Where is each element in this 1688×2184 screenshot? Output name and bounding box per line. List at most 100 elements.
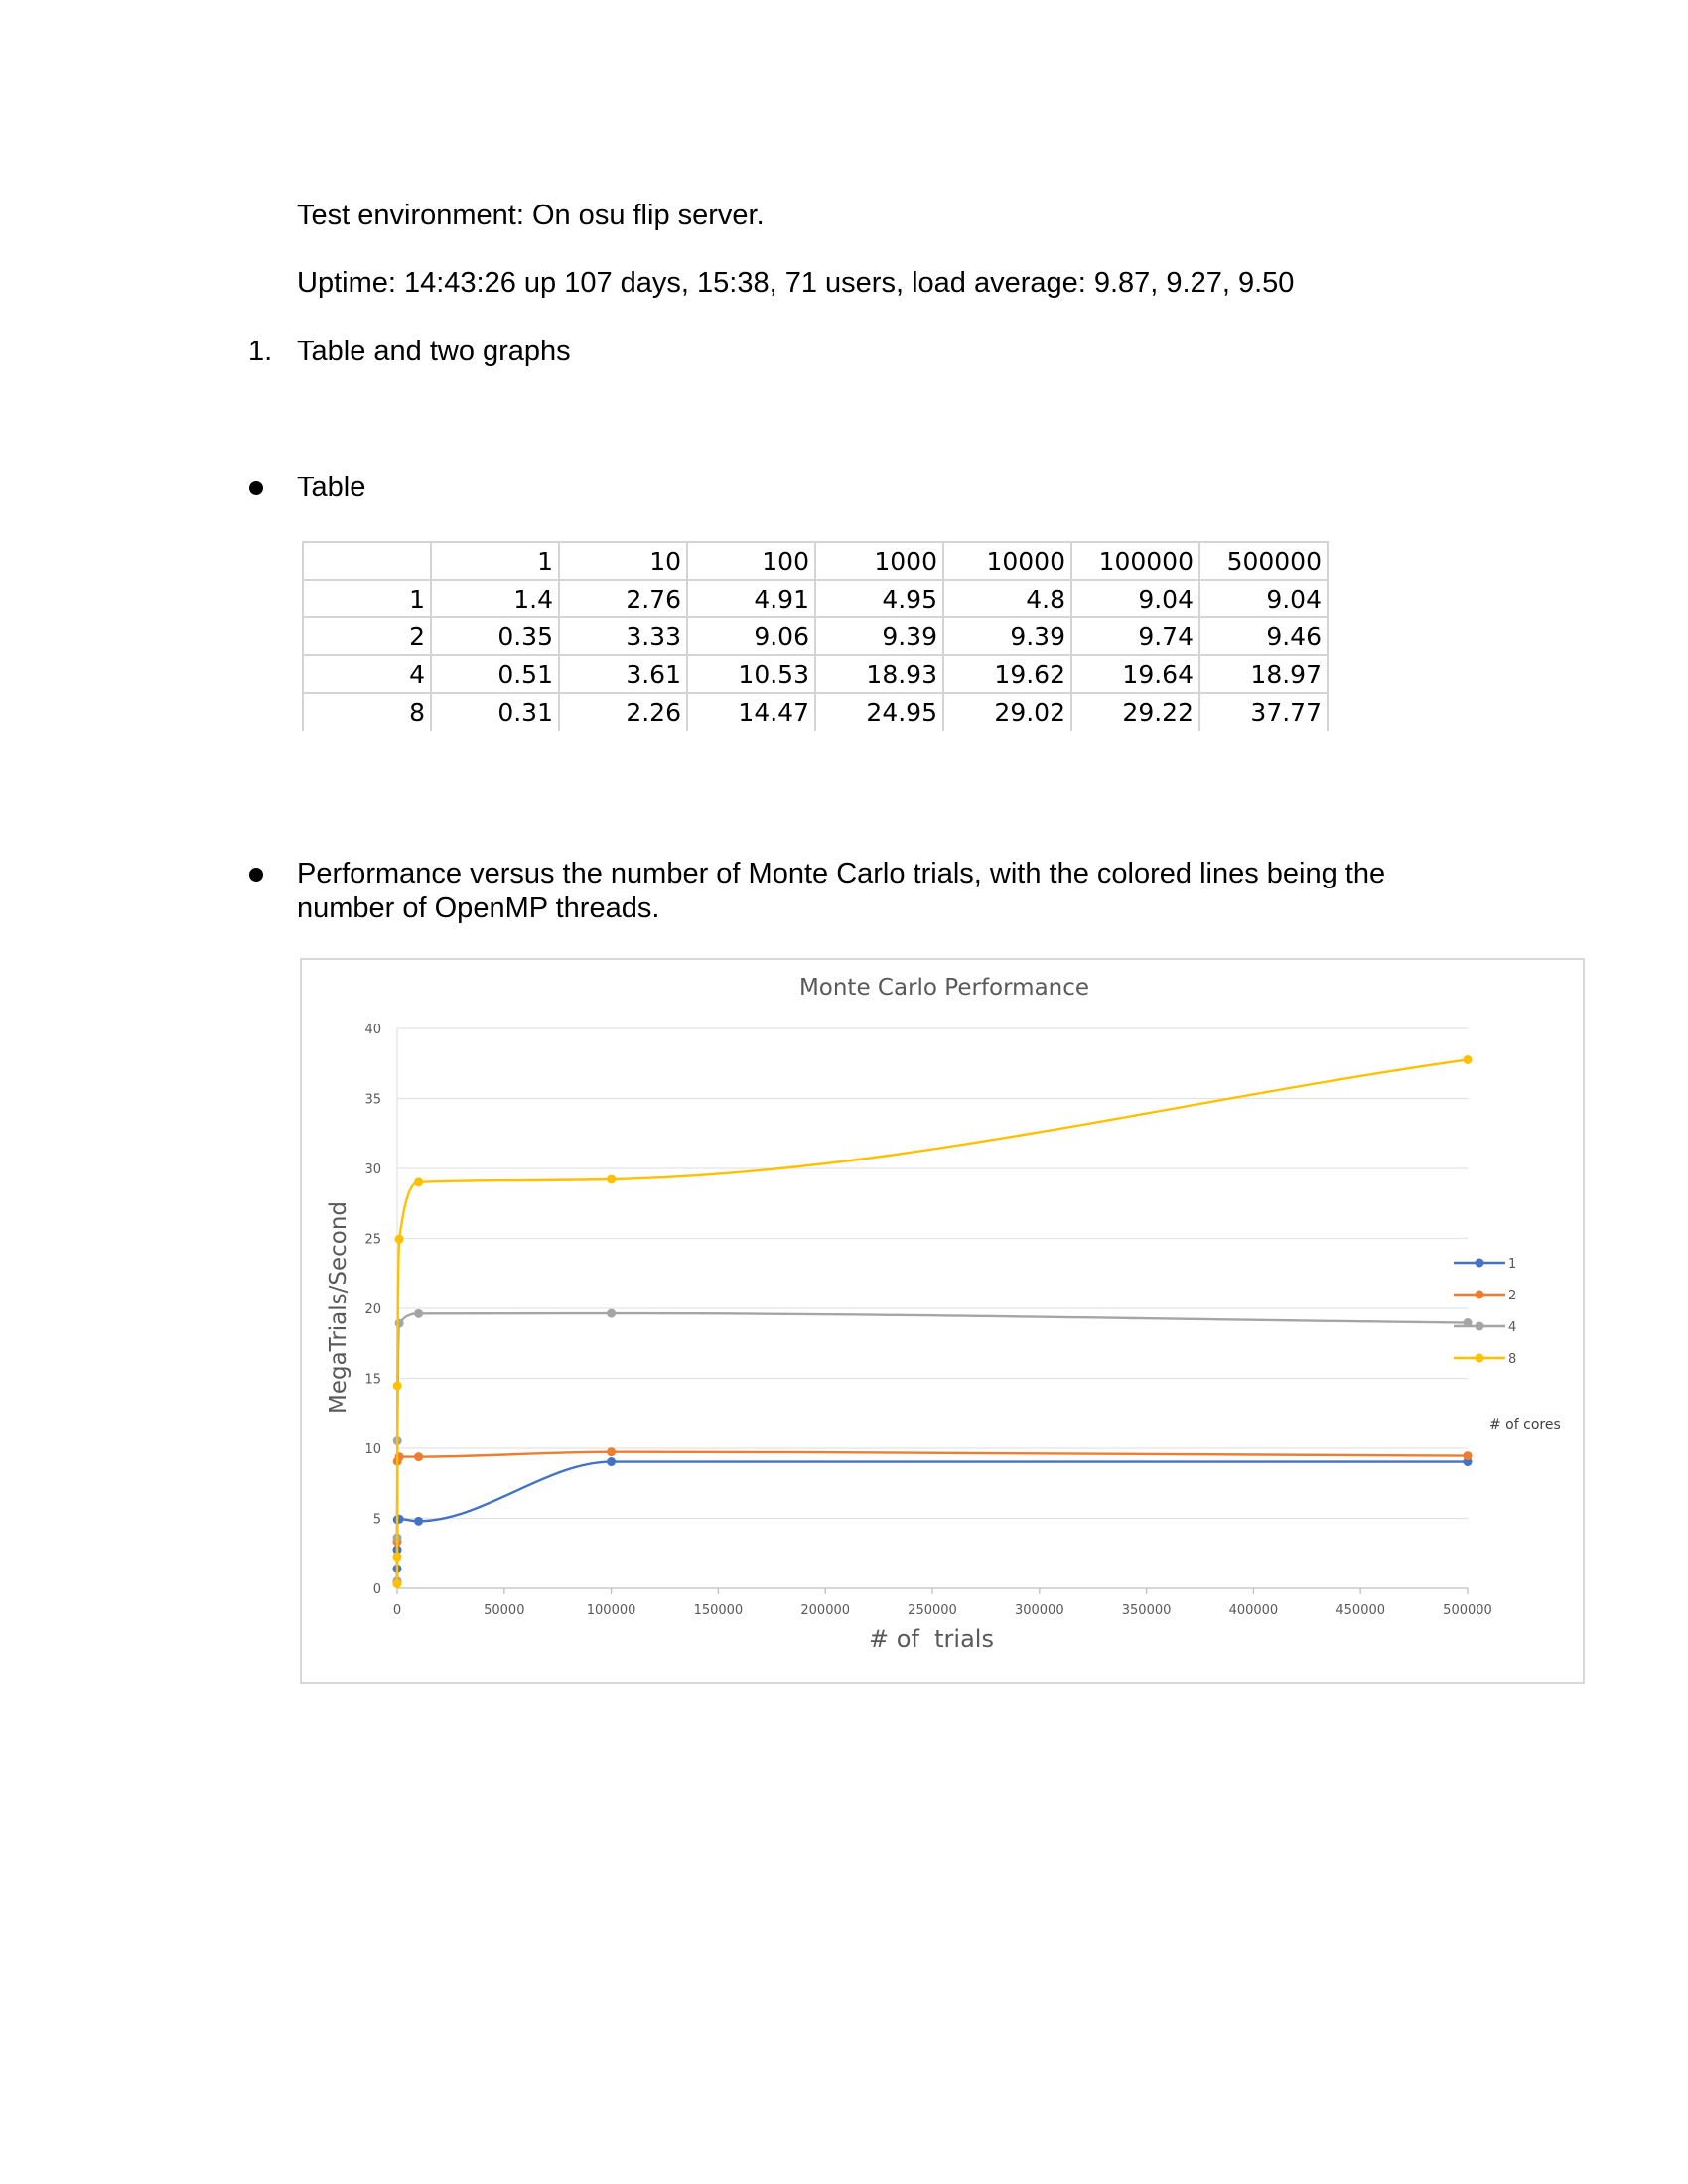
data-point	[394, 1318, 404, 1328]
data-point	[392, 1552, 402, 1562]
legend-marker	[1475, 1258, 1484, 1268]
y-tick-label: 30	[364, 1162, 381, 1177]
bullet-chart-text-line2: number of OpenMP threads.	[297, 892, 660, 924]
x-tick-label: 250000	[908, 1603, 957, 1618]
data-point	[1463, 1318, 1473, 1328]
y-tick-label: 35	[364, 1093, 381, 1108]
table-cell: 29.02	[942, 692, 1072, 731]
x-tick-label: 200000	[800, 1603, 850, 1618]
table-cell: 10.53	[686, 654, 816, 694]
y-tick-label: 25	[364, 1233, 381, 1248]
table-cell: 0.31	[430, 692, 560, 731]
table-cell: 3.61	[558, 654, 688, 694]
x-axis-label: # of trials	[869, 1625, 994, 1653]
table-cell: 29.22	[1070, 692, 1200, 731]
table-cell: 4.8	[942, 579, 1072, 618]
table-cell: 100	[686, 541, 816, 581]
monte-carlo-chart: 0 5 10 15 20 25 30 35 40 0 50000 100000 150000 20000…	[326, 975, 1561, 1653]
x-tick-label: 450000	[1336, 1603, 1385, 1618]
table-cell: 24.95	[814, 692, 944, 731]
table-cell: 9.46	[1198, 616, 1329, 656]
x-tick-label: 50000	[484, 1603, 524, 1618]
x-tick-label: 500000	[1443, 1603, 1492, 1618]
table-cell: 8	[302, 692, 432, 731]
legend-marker	[1475, 1321, 1484, 1331]
data-point	[414, 1516, 424, 1526]
legend-label: 1	[1508, 1257, 1516, 1272]
list-item-text: Table and two graphs	[297, 336, 571, 367]
series-line-4	[395, 1311, 1469, 1581]
table-cell: 4	[302, 654, 432, 694]
y-tick-label: 15	[364, 1373, 381, 1388]
table-cell: 10	[558, 541, 688, 581]
legend-title: # of cores	[1489, 1417, 1561, 1433]
table-cell: 14.47	[686, 692, 816, 731]
chart-container: 0 5 10 15 20 25 30 35 40 0 50000 100000 150000 20000…	[300, 958, 1585, 1684]
table-cell: 4.91	[686, 579, 816, 618]
series-line-1	[395, 1460, 1468, 1570]
legend-label: 2	[1508, 1289, 1516, 1303]
table-cell: 9.06	[686, 616, 816, 656]
data-point	[607, 1447, 617, 1457]
bullet-icon	[249, 481, 263, 495]
table-cell: 0.51	[430, 654, 560, 694]
table-cell: 9.04	[1070, 579, 1200, 618]
data-point	[607, 1457, 617, 1467]
table-cell: 18.97	[1198, 654, 1329, 694]
y-tick-label: 40	[364, 1023, 381, 1037]
table-cell: 19.62	[942, 654, 1072, 694]
x-tick-label: 400000	[1229, 1603, 1279, 1618]
table-cell: 1	[430, 541, 560, 581]
list-number: 1.	[248, 336, 273, 367]
data-point	[607, 1174, 617, 1184]
table-cell: 3.33	[558, 616, 688, 656]
uptime-line: Uptime: 14:43:26 up 107 days, 15:38, 71 …	[297, 267, 1295, 299]
table-cell: 37.77	[1198, 692, 1329, 731]
x-tick-label: 350000	[1122, 1603, 1172, 1618]
x-tick-label: 0	[393, 1603, 401, 1618]
table-cell: 500000	[1198, 541, 1329, 581]
legend-marker	[1475, 1290, 1484, 1299]
table-cell: 9.39	[942, 616, 1072, 656]
table-cell: 19.64	[1070, 654, 1200, 694]
y-tick-label: 5	[373, 1513, 381, 1528]
table-cell: 4.95	[814, 579, 944, 618]
table-cell: 18.93	[814, 654, 944, 694]
table-cell: 10000	[942, 541, 1072, 581]
table-cell: 9.04	[1198, 579, 1329, 618]
data-point	[394, 1234, 404, 1244]
table-cell: 2	[302, 616, 432, 656]
legend-marker	[1475, 1353, 1484, 1363]
data-point	[392, 1579, 402, 1589]
x-tick-label: 100000	[587, 1603, 636, 1618]
chart-title: Monte Carlo Performance	[799, 975, 1089, 1001]
x-tick-label: 300000	[1015, 1603, 1064, 1618]
table-cell: 1	[302, 579, 432, 618]
y-tick-label: 20	[364, 1302, 381, 1317]
table-cell: 9.74	[1070, 616, 1200, 656]
bullet-icon	[249, 868, 263, 882]
y-axis-label: MegaTrials/Second	[326, 1201, 352, 1414]
table-row: 1 1.4 2.76 4.91 4.95 4.8 9.04 9.04	[302, 579, 1329, 618]
data-point	[1463, 1054, 1473, 1064]
legend-label: 8	[1508, 1352, 1516, 1367]
data-point	[414, 1308, 424, 1318]
x-tick-label: 150000	[694, 1603, 744, 1618]
test-environment-line: Test environment: On osu flip server.	[297, 200, 765, 231]
table-cell: 1.4	[430, 579, 560, 618]
data-point	[1463, 1451, 1473, 1461]
table-row: 4 0.51 3.61 10.53 18.93 19.62 19.64 18.9…	[302, 654, 1329, 694]
data-point	[414, 1452, 424, 1462]
table-cell: 2.26	[558, 692, 688, 731]
table-cell	[302, 541, 432, 581]
legend-label: 4	[1508, 1320, 1516, 1335]
y-tick-label: 0	[373, 1582, 381, 1597]
table-cell: 0.35	[430, 616, 560, 656]
data-point	[607, 1308, 617, 1318]
table-cell: 2.76	[558, 579, 688, 618]
y-tick-label: 10	[364, 1442, 381, 1457]
data-point	[392, 1381, 402, 1391]
table-cell: 9.39	[814, 616, 944, 656]
results-table: 1 10 100 1000 10000 100000 500000 1 1.4 …	[302, 541, 1329, 731]
table-row: 8 0.31 2.26 14.47 24.95 29.02 29.22 37.7…	[302, 692, 1329, 731]
